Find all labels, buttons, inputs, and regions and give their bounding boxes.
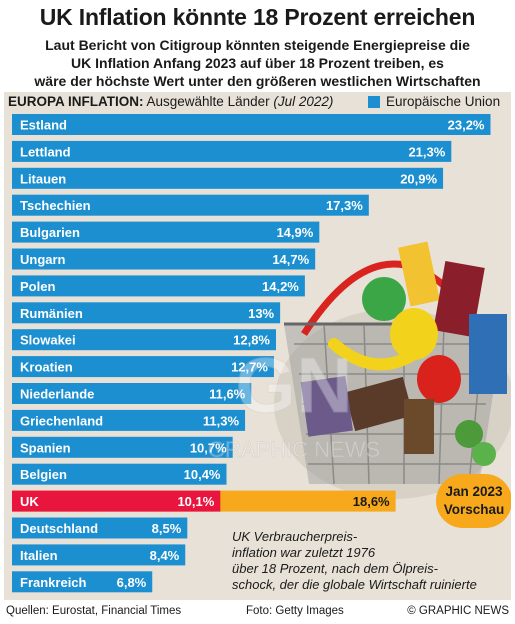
bar-value-label: 14,7% [272, 252, 309, 267]
bar-value-label: 20,9% [400, 171, 437, 186]
bar-category-label: Estland [20, 118, 67, 133]
bar-category-label: Italien [20, 548, 58, 563]
annotation-note: UK Verbraucherpreis- inflation war zulet… [232, 529, 510, 593]
subtitle-line-2: UK Inflation Anfang 2023 auf über 18 Pro… [71, 55, 444, 71]
bar-category-label: Griechenland [20, 413, 103, 428]
legend-swatch-eu [368, 95, 380, 108]
bar-value-label: 17,3% [326, 198, 363, 213]
bar-italien [12, 544, 186, 566]
bar-bulgarien [12, 221, 320, 243]
bar-value-label: 6,8% [117, 575, 147, 590]
bar-category-label: Ungarn [20, 252, 66, 267]
bar-value-label: 23,2% [448, 118, 485, 133]
bar-category-label: Tschechien [20, 198, 91, 213]
bar-value-label: 8,5% [152, 521, 182, 536]
bar-category-label: UK [20, 494, 39, 509]
bar-category-label: Slowakei [20, 333, 76, 348]
bar-category-label: Lettland [20, 144, 71, 159]
bar-value-label: 11,6% [209, 387, 246, 402]
page-title: UK Inflation könnte 18 Prozent erreichen [39, 4, 476, 30]
bar-uk [12, 490, 221, 512]
chart-legend: Europäische Union [368, 94, 500, 109]
bar-category-label: Deutschland [20, 521, 98, 536]
bar-ungarn [12, 248, 316, 270]
bar-value-label: 11,3% [203, 413, 240, 428]
annotation-line-3: über 18 Prozent, nach dem Ölpreis- [232, 561, 438, 576]
bar-lettland [12, 140, 452, 162]
bar-value-label: 12,8% [233, 333, 270, 348]
bar-category-label: Rumänien [20, 306, 83, 321]
shopping-basket-photo [274, 241, 511, 499]
bar-polen [12, 275, 305, 297]
bar-spanien [12, 436, 233, 458]
annotation-line-2: inflation war zuletzt 1976 [232, 545, 376, 560]
bar-niederlande [12, 383, 252, 404]
bar-value-label: 10,4% [184, 467, 221, 482]
bar-value-label: 12,7% [231, 360, 268, 375]
bar-chart: Estland 23,2% Lettland 21,3% Litauen 20,9% Tsc… [12, 114, 491, 593]
subtitle-line-1: Laut Bericht von Citigroup könnten steig… [45, 37, 470, 53]
bar-category-label: Bulgarien [20, 225, 80, 240]
bar-category-label: Spanien [20, 440, 71, 455]
bar-belgien [12, 463, 227, 485]
chart-header-region: EUROPA INFLATION: [8, 94, 144, 109]
bar-value-label: 13% [248, 306, 274, 321]
bar-category-label: Litauen [20, 171, 66, 186]
chart-header-desc: Ausgewählte Länder [146, 94, 270, 109]
bar-forecast-value-label: 18,6% [353, 494, 390, 509]
bar-category-label: Frankreich [20, 575, 87, 590]
chart-header-period: (Jul 2022) [273, 94, 334, 109]
bar-griechenland [12, 409, 246, 431]
chart-panel: Estland 23,2% Lettland 21,3% Litauen 20,9% Tsc… [4, 92, 511, 600]
bar-category-label: Kroatien [20, 360, 73, 375]
bar-kroatien [12, 356, 274, 378]
forecast-badge: Jan 2023 Vorschau [436, 474, 511, 528]
footer-sources: Quellen: Eurostat, Financial Times [6, 605, 182, 617]
bar-value-label: 10,1% [177, 494, 214, 509]
bar-value-label: 10,7% [190, 440, 227, 455]
bar-value-label: 14,2% [262, 279, 299, 294]
bar-rumänien [12, 302, 281, 324]
bar-deutschland [12, 517, 188, 539]
bar-frankreich [12, 571, 153, 593]
annotation-line-4: schock, der die globale Wirtschaft ruini… [232, 577, 477, 592]
bar-value-label: 14,9% [276, 225, 313, 240]
footer-photo-credit: Foto: Getty Images [246, 605, 344, 617]
chart-header: EUROPA INFLATION: Ausgewählte Länder (Ju… [8, 94, 333, 109]
bar-litauen [12, 167, 444, 189]
bar-estland [12, 114, 491, 135]
forecast-badge-line-1: Jan 2023 [445, 484, 503, 499]
bar-slowakei [12, 329, 276, 351]
footer-copyright: © GRAPHIC NEWS [407, 605, 509, 617]
bar-category-label: Belgien [20, 467, 67, 482]
bar-value-label: 8,4% [150, 548, 180, 563]
forecast-badge-line-2: Vorschau [443, 502, 505, 517]
bar-category-label: Niederlande [20, 387, 94, 402]
bar-tschechien [12, 194, 369, 216]
bar-category-label: Polen [20, 279, 55, 294]
annotation-line-1: UK Verbraucherpreis- [232, 529, 358, 544]
subtitle-line-3: wäre der höchste Wert unter den größeren… [34, 73, 481, 89]
bar-value-label: 21,3% [408, 144, 445, 159]
legend-label-eu: Europäische Union [386, 94, 501, 109]
